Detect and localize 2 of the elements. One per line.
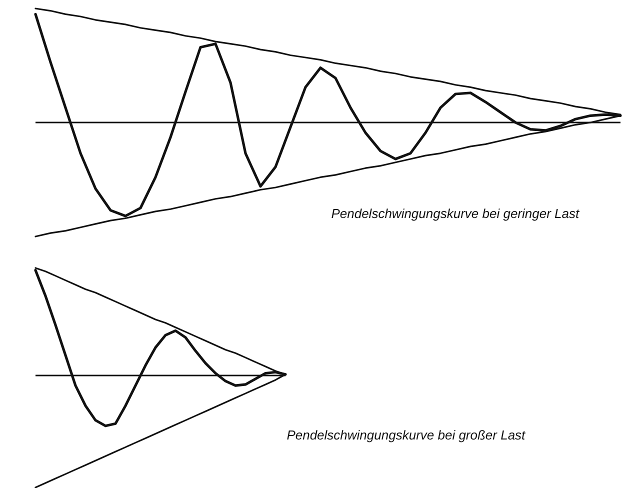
text: Pendelschwingungskurve bei großer Last xyxy=(286,428,527,443)
annotation: Pendelschwingungskurve bei geringer Last xyxy=(331,206,580,222)
